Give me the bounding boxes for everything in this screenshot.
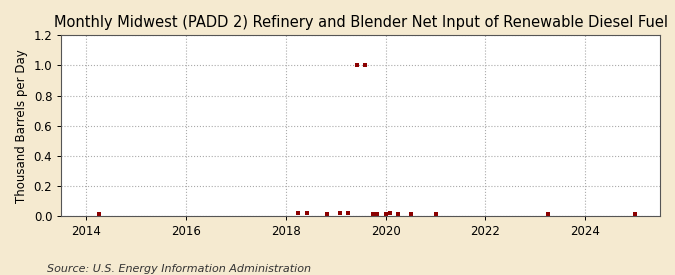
Y-axis label: Thousand Barrels per Day: Thousand Barrels per Day — [15, 49, 28, 202]
Title: Monthly Midwest (PADD 2) Refinery and Blender Net Input of Renewable Diesel Fuel: Monthly Midwest (PADD 2) Refinery and Bl… — [54, 15, 668, 30]
Text: Source: U.S. Energy Information Administration: Source: U.S. Energy Information Administ… — [47, 264, 311, 274]
